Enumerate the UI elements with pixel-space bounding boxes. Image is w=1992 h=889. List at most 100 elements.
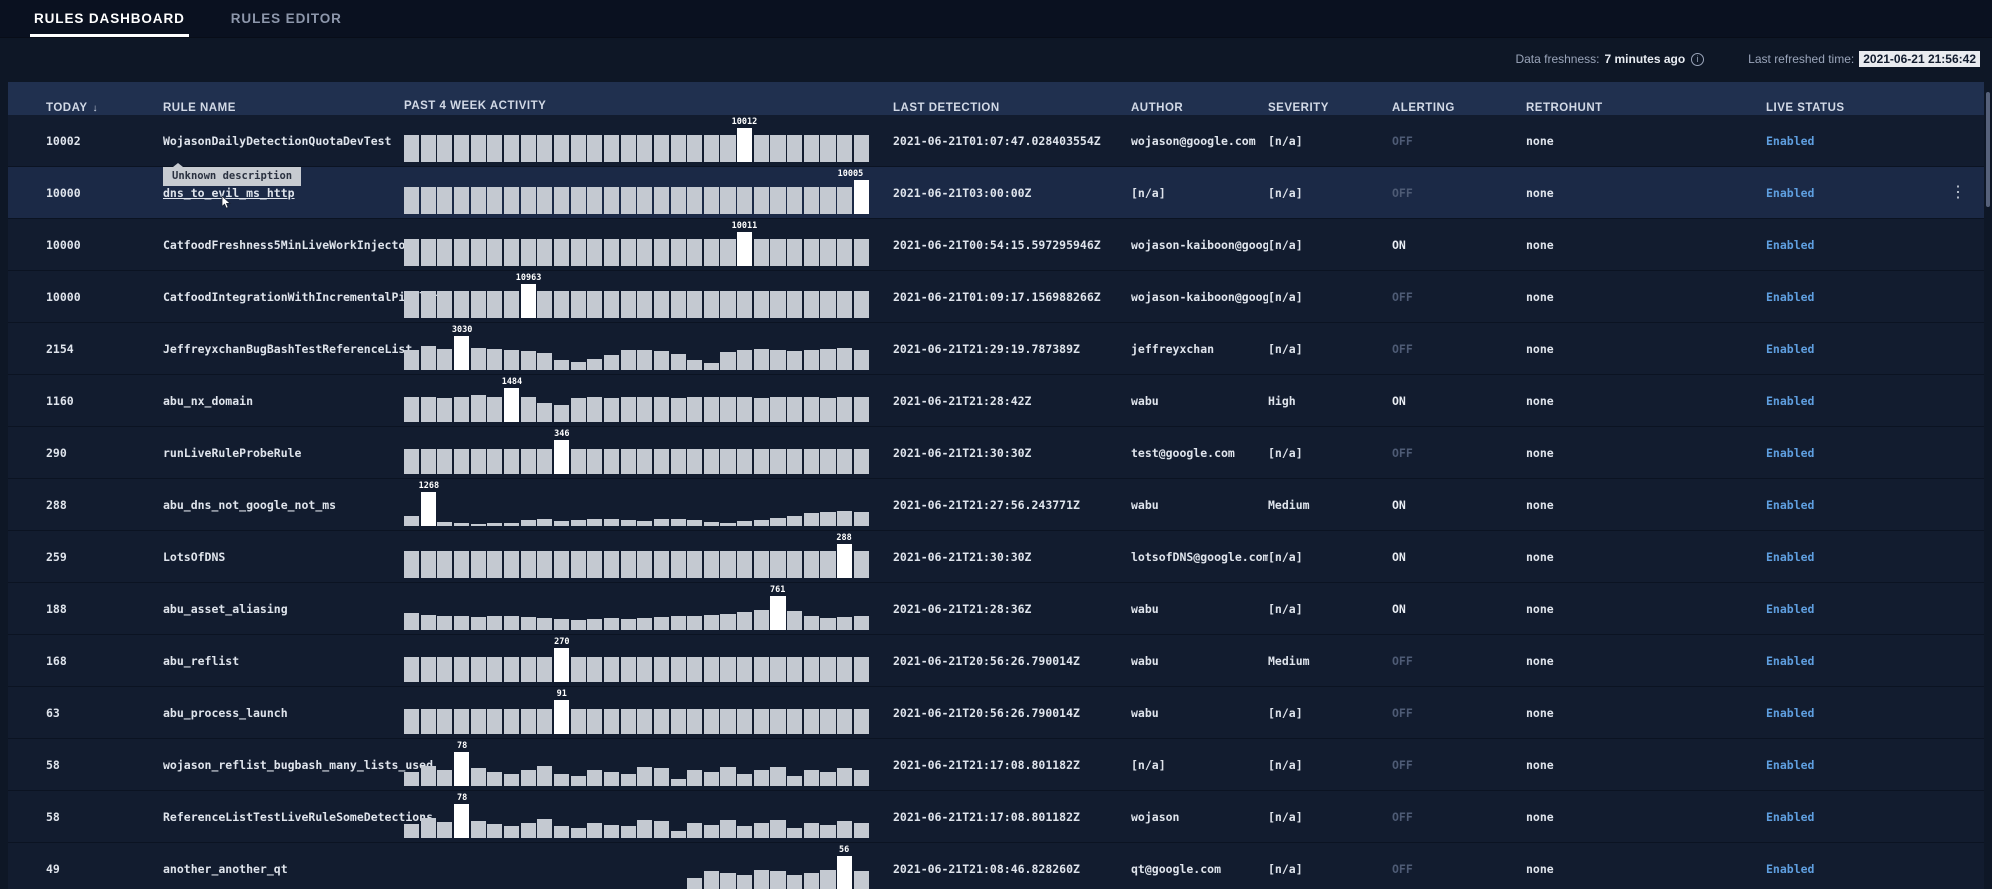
last-refreshed-value: 2021-06-21 21:56:42 <box>1859 51 1980 67</box>
column-header-live-status[interactable]: LIVE STATUS <box>1766 102 1845 114</box>
activity-bar <box>637 135 653 162</box>
rule-name-cell: CatfoodIntegrationWithIncrementalPipelin… <box>163 290 447 304</box>
activity-bar <box>420 239 436 266</box>
rule-name-link[interactable]: CatfoodIntegrationWithIncrementalPipelin… <box>163 290 447 304</box>
activity-bar <box>687 823 703 838</box>
retrohunt: none <box>1526 550 1554 564</box>
sort-descending-icon[interactable]: ↓ <box>92 103 98 114</box>
rule-name-link[interactable]: WojasonDailyDetectionQuotaDevTest <box>163 134 392 148</box>
last-detection: 2021-06-21T00:54:15.597295946Z <box>893 238 1101 252</box>
activity-bar <box>453 551 470 578</box>
author: [n/a] <box>1131 186 1166 200</box>
activity-bar <box>620 135 636 162</box>
activity-bar <box>703 825 719 838</box>
activity-bar <box>503 135 520 162</box>
activity-bar <box>470 768 486 786</box>
activity-bar <box>537 239 553 266</box>
activity-bar <box>653 551 669 578</box>
vertical-scrollbar-thumb[interactable] <box>1986 92 1990 207</box>
peak-bar <box>737 232 753 266</box>
activity-bar <box>453 291 470 318</box>
activity-bar <box>520 708 536 734</box>
activity-cell: 1484 <box>404 375 893 427</box>
activity-bar <box>853 770 869 786</box>
table-row[interactable]: 1160 abu_nx_domain 1484 2021-06-21T21:28:42… <box>8 375 1984 427</box>
table-row[interactable]: 188 abu_asset_aliasing 761 2021-06-21T21:28… <box>8 583 1984 635</box>
rule-name-link[interactable]: another_another_qt <box>163 862 288 876</box>
activity-bar <box>853 708 869 734</box>
column-header-retrohunt[interactable]: RETROHUNT <box>1526 102 1603 114</box>
activity-bar <box>720 819 736 838</box>
activity-bar <box>587 239 603 266</box>
activity-bar <box>787 874 803 889</box>
table-row[interactable]: 63 abu_process_launch 91 2021-06-21T20:56:2… <box>8 687 1984 739</box>
rule-name-link[interactable]: ReferenceListTestLiveRuleSomeDetections <box>163 810 434 824</box>
table-row[interactable]: 290 runLiveRuleProbeRule 346 2021-06-21T21:… <box>8 427 1984 479</box>
rule-name-link[interactable]: abu_asset_aliasing <box>163 602 288 616</box>
today-count: 1160 <box>46 394 74 408</box>
activity-bar <box>803 448 819 474</box>
column-header-severity[interactable]: SEVERITY <box>1268 102 1329 114</box>
info-icon[interactable]: i <box>1691 52 1705 66</box>
column-header-rule-name[interactable]: RULE NAME <box>163 102 236 114</box>
activity-bar <box>603 772 620 786</box>
column-header-author[interactable]: AUTHOR <box>1131 102 1184 114</box>
rule-name-link[interactable]: abu_dns_not_google_not_ms <box>163 498 337 512</box>
rule-name-link[interactable]: abu_reflist <box>163 654 240 668</box>
column-header-today[interactable]: TODAY ↓ <box>8 102 163 114</box>
today-count: 259 <box>46 550 67 564</box>
activity-bar <box>770 819 786 838</box>
activity-bar <box>420 614 436 630</box>
activity-bar <box>620 350 636 370</box>
rule-name-link[interactable]: LotsOfDNS <box>163 550 226 564</box>
activity-bar <box>437 551 453 578</box>
activity-bar <box>670 779 686 786</box>
activity-bar <box>770 551 786 578</box>
table-row[interactable]: 259 LotsOfDNS 288 2021-06-21T21:30:30Z lotso… <box>8 531 1984 583</box>
column-header-alerting[interactable]: ALERTING <box>1392 102 1455 114</box>
activity-bar <box>820 656 836 682</box>
rule-name-cell: abu_nx_domain <box>163 394 404 408</box>
author: wabu <box>1131 706 1159 720</box>
rule-name-link[interactable]: abu_nx_domain <box>163 394 254 408</box>
table-row[interactable]: 58 wojason_reflist_bugbash_many_lists_use… <box>8 739 1984 791</box>
activity-bar <box>853 551 869 578</box>
table-row[interactable]: 168 abu_reflist 270 2021-06-21T20:56:26.790… <box>8 635 1984 687</box>
rule-name-link[interactable]: JeffreyxchanBugBashTestReferenceList <box>163 342 413 356</box>
activity-bar <box>787 239 803 266</box>
retrohunt: none <box>1526 134 1554 148</box>
row-menu-button[interactable]: ⋮ <box>1950 183 1966 201</box>
activity-bar <box>437 770 453 786</box>
rule-name-link[interactable]: CatfoodFreshness5MinLiveWorkInjector <box>163 238 413 252</box>
table-row[interactable]: 10000 CatfoodFreshness5MinLiveWorkInjecto… <box>8 219 1984 271</box>
live-status: Enabled <box>1766 602 1815 616</box>
table-row[interactable]: 49 another_another_qt 56 2021-06-21T21:08:4… <box>8 843 1984 889</box>
rule-name-link[interactable]: wojason_reflist_bugbash_many_lists_used <box>163 758 434 772</box>
last-detection: 2021-06-21T20:56:26.790014Z <box>893 706 1080 720</box>
table-row[interactable]: 2154 JeffreyxchanBugBashTestReferenceList… <box>8 323 1984 375</box>
tab-rules-editor[interactable]: RULES EDITOR <box>230 11 342 26</box>
activity-bar <box>837 768 853 786</box>
activity-bar <box>720 291 736 318</box>
tab-rules-dashboard[interactable]: RULES DASHBOARD <box>30 0 189 37</box>
table-row[interactable]: 10000 dns_to_evil_ms_http 10005 2021-06-21T… <box>8 167 1984 219</box>
column-header-last-detection[interactable]: LAST DETECTION <box>893 102 1000 114</box>
table-row[interactable]: 58 ReferenceListTestLiveRuleSomeDetection… <box>8 791 1984 843</box>
activity-bar <box>837 187 853 214</box>
activity-bar <box>803 187 819 214</box>
rule-name-link[interactable]: runLiveRuleProbeRule <box>163 446 302 460</box>
rule-name-link[interactable]: dns_to_evil_ms_http <box>163 186 295 200</box>
table-row[interactable]: 10000 CatfoodIntegrationWithIncrementalPi… <box>8 271 1984 323</box>
activity-bar <box>603 708 620 734</box>
alerting-status: ON <box>1392 602 1406 616</box>
activity-bar <box>470 656 486 682</box>
activity-bar <box>637 448 653 474</box>
activity-bar <box>620 187 636 214</box>
activity-cell: 346 <box>404 427 893 479</box>
rule-name-link[interactable]: abu_process_launch <box>163 706 288 720</box>
table-row[interactable]: 288 abu_dns_not_google_not_ms 1268 2021-06-… <box>8 479 1984 531</box>
activity-bar <box>770 448 786 474</box>
table-row[interactable]: 10002 WojasonDailyDetectionQuotaDevTest Un… <box>8 115 1984 186</box>
alerting-status: OFF <box>1392 186 1413 200</box>
activity-bar <box>820 772 836 786</box>
